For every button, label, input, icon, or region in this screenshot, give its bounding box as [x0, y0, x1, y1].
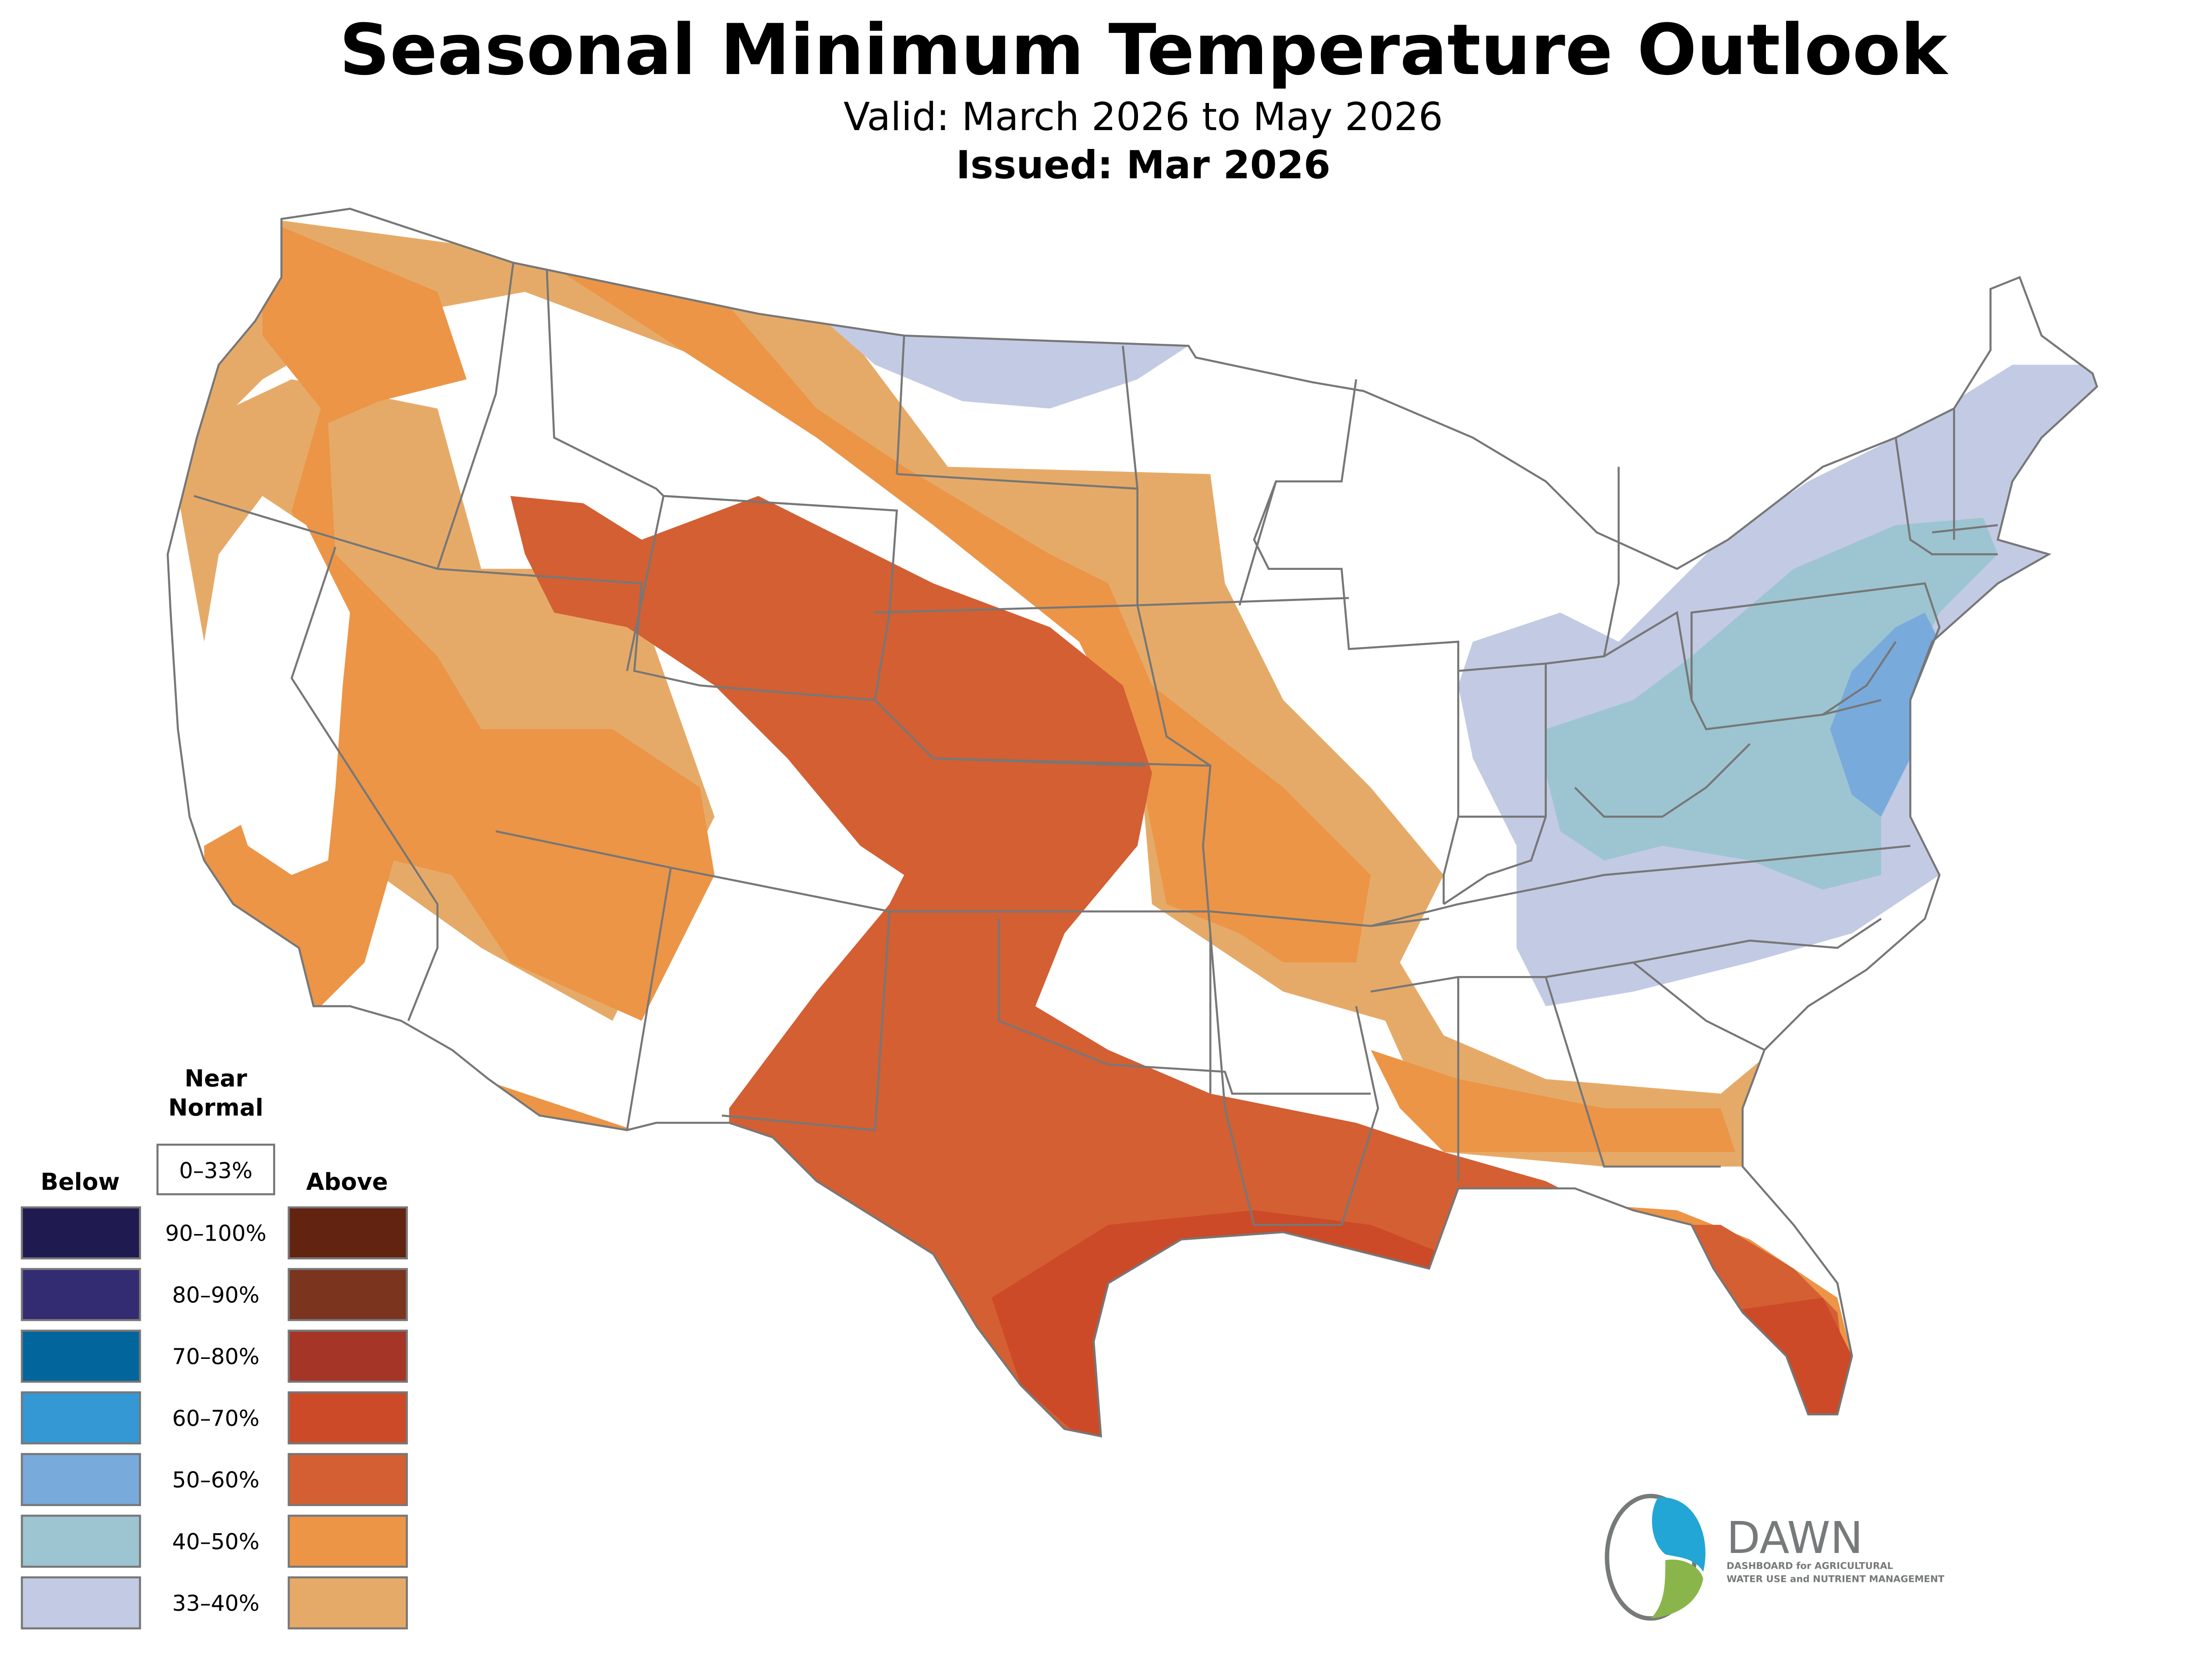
legend-near-normal-title-2: Normal	[168, 1094, 263, 1121]
legend-range-label: 70–80%	[172, 1344, 259, 1369]
logo-name: DAWN	[1727, 1512, 1863, 1563]
legend-above-swatch	[287, 1268, 408, 1321]
legend-range-label: 50–60%	[172, 1468, 259, 1493]
dawn-logo: DAWN DASHBOARD for AGRICULTURAL WATER US…	[1605, 1494, 1945, 1621]
logo-tagline-1: DASHBOARD for AGRICULTURAL	[1727, 1560, 1893, 1571]
legend-below-swatch	[21, 1268, 141, 1321]
logo-water-drop	[1652, 1497, 1705, 1572]
legend-below-swatch	[21, 1391, 141, 1445]
legend-below-swatch	[21, 1453, 141, 1506]
legend-range-label: 60–70%	[172, 1406, 259, 1431]
legend-range-label: 90–100%	[165, 1221, 266, 1246]
legend-above-swatch	[287, 1206, 408, 1259]
legend-near-normal-swatch	[156, 1143, 275, 1195]
region-below-50-60	[1830, 612, 1939, 817]
legend-above-swatch	[287, 1330, 408, 1383]
near-normal-california	[204, 496, 350, 875]
legend-near-normal-title-1: Near	[184, 1065, 248, 1092]
legend-above-swatch	[287, 1514, 408, 1568]
legend: Near Normal 0–33% Below Above 90–100% 80–…	[21, 1065, 408, 1630]
legend-below-swatch	[21, 1514, 141, 1568]
legend-above-swatch	[287, 1576, 408, 1630]
legend-range-label: 80–90%	[172, 1282, 259, 1308]
region-above-33-40	[167, 209, 1823, 1167]
legend-below-label: Below	[41, 1168, 120, 1195]
logo-tagline-2: WATER USE and NUTRIENT MANAGEMENT	[1727, 1574, 1945, 1585]
region-below-33-40-north	[816, 314, 1189, 409]
issued-date: Issued: Mar 2026	[956, 142, 1331, 187]
valid-period: Valid: March 2026 to May 2026	[844, 94, 1443, 139]
page-title: Seasonal Minimum Temperature Outlook	[339, 9, 1947, 91]
legend-near-normal-range: 0–33%	[179, 1158, 253, 1184]
state-borders	[168, 209, 2097, 1436]
legend-above-swatch	[287, 1453, 408, 1506]
legend-above-label: Above	[306, 1168, 388, 1195]
legend-below-swatch	[21, 1206, 141, 1259]
legend-below-swatch	[21, 1576, 141, 1630]
legend-range-label: 40–50%	[172, 1529, 259, 1554]
legend-above-swatch	[287, 1391, 408, 1445]
logo-leaf	[1651, 1560, 1703, 1619]
legend-below-swatch	[21, 1330, 141, 1383]
region-below-40-50	[1546, 518, 1998, 890]
legend-range-label: 33–40%	[172, 1591, 259, 1616]
